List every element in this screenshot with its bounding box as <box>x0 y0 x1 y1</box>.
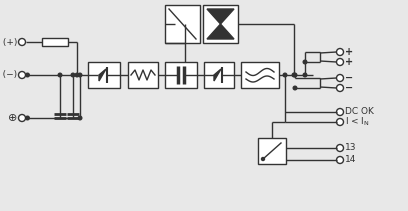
Bar <box>203 5 238 43</box>
Polygon shape <box>207 9 234 24</box>
Circle shape <box>71 73 75 77</box>
Bar <box>258 138 286 164</box>
Bar <box>165 62 197 88</box>
Text: 13: 13 <box>345 143 357 153</box>
Circle shape <box>337 108 344 115</box>
Circle shape <box>26 73 29 77</box>
Circle shape <box>292 73 296 77</box>
Text: 14: 14 <box>345 156 356 165</box>
Text: N (−): N (−) <box>0 70 17 80</box>
Text: −: − <box>345 73 353 83</box>
Circle shape <box>337 74 344 81</box>
Circle shape <box>75 73 79 77</box>
Circle shape <box>18 115 25 122</box>
Text: DC OK: DC OK <box>345 107 374 116</box>
Circle shape <box>293 73 297 77</box>
Circle shape <box>337 49 344 55</box>
Polygon shape <box>98 67 107 83</box>
Bar <box>204 62 234 88</box>
Bar <box>241 62 279 88</box>
Circle shape <box>337 119 344 126</box>
Bar <box>42 38 68 46</box>
Circle shape <box>337 145 344 151</box>
Circle shape <box>283 73 287 77</box>
Circle shape <box>337 157 344 164</box>
Text: −: − <box>345 83 353 93</box>
Text: +: + <box>345 57 353 67</box>
Circle shape <box>58 73 62 77</box>
Text: I < I$_\mathregular{N}$: I < I$_\mathregular{N}$ <box>345 116 370 128</box>
Circle shape <box>26 116 29 120</box>
Polygon shape <box>207 24 234 39</box>
Circle shape <box>78 116 82 120</box>
Circle shape <box>18 72 25 78</box>
Bar <box>165 5 200 43</box>
Polygon shape <box>99 69 106 81</box>
Circle shape <box>18 38 25 46</box>
Circle shape <box>337 58 344 65</box>
Circle shape <box>303 73 307 77</box>
Circle shape <box>78 73 82 77</box>
Bar <box>128 62 158 88</box>
Circle shape <box>262 157 264 161</box>
Text: ⊕: ⊕ <box>8 113 17 123</box>
Text: +: + <box>345 47 353 57</box>
Circle shape <box>337 84 344 92</box>
Text: L (+): L (+) <box>0 38 17 46</box>
Circle shape <box>293 86 297 90</box>
Polygon shape <box>214 69 221 81</box>
Circle shape <box>303 60 307 64</box>
Bar <box>88 62 120 88</box>
